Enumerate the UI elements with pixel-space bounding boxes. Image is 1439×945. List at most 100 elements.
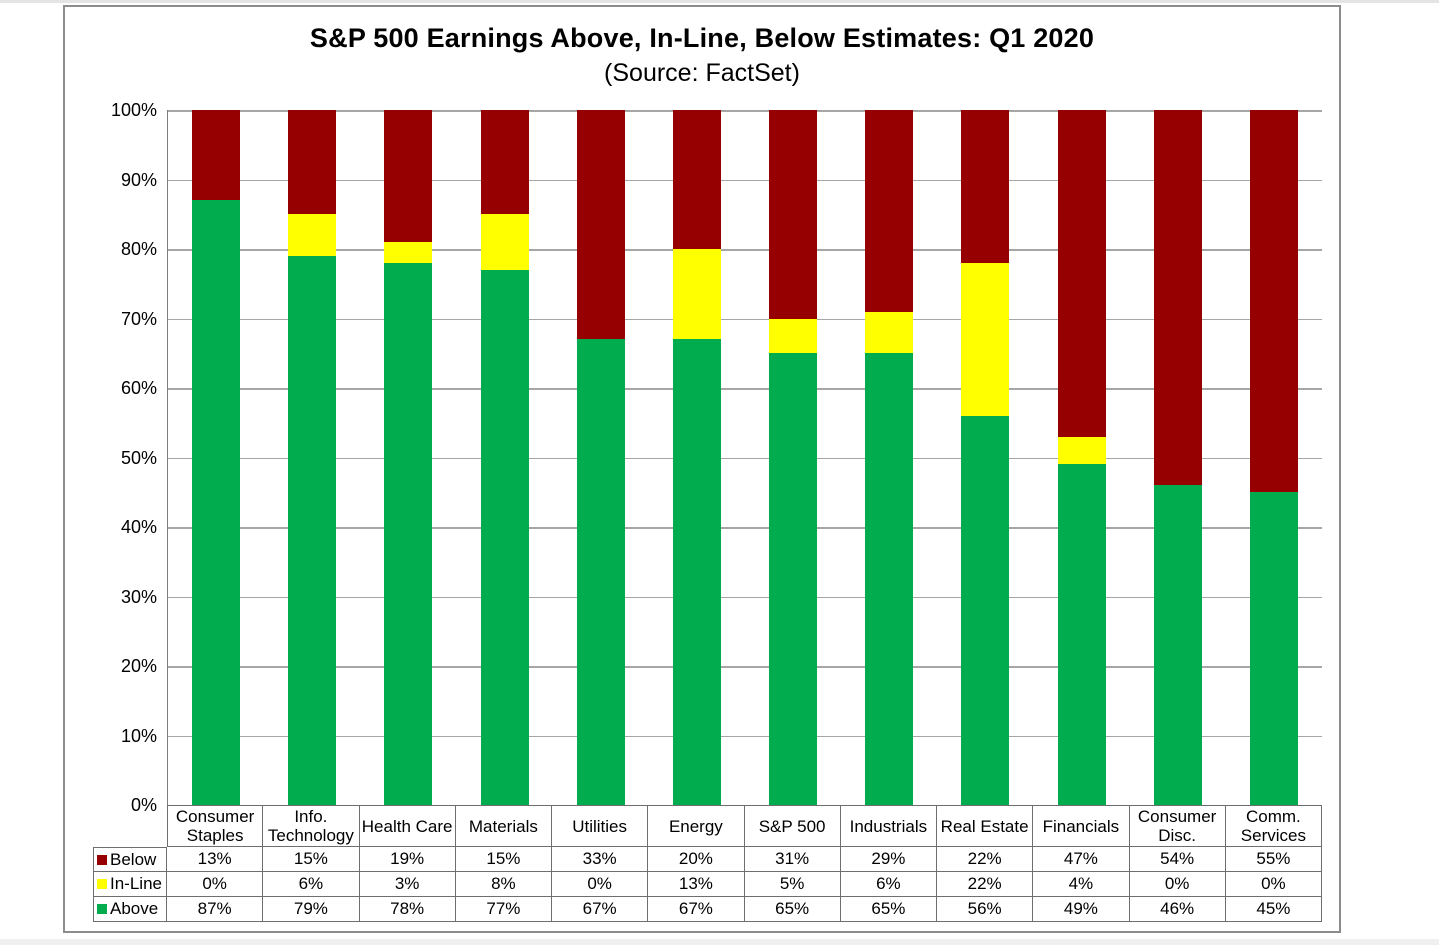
value-cell: 46% bbox=[1129, 897, 1226, 922]
value-cell: 45% bbox=[1225, 897, 1322, 922]
value-cell: 13% bbox=[167, 847, 264, 872]
y-tick-label: 90% bbox=[120, 169, 157, 190]
value-cell: 19% bbox=[359, 847, 456, 872]
bar-segment-in-line bbox=[288, 214, 337, 256]
gridline bbox=[168, 110, 1322, 112]
chart-container: S&P 500 Earnings Above, In-Line, Below E… bbox=[63, 5, 1341, 933]
bar-segment-above bbox=[1057, 464, 1106, 805]
bar-segment-in-line bbox=[961, 262, 1010, 416]
y-tick-label: 80% bbox=[120, 239, 157, 259]
bar-segment-above bbox=[865, 353, 914, 805]
category-header-cell: Financials bbox=[1033, 805, 1130, 847]
category-header-cell: Health Care bbox=[359, 805, 456, 847]
stacked-bar bbox=[288, 110, 337, 805]
bar-segment-in-line bbox=[384, 242, 433, 263]
legend-cell: Below bbox=[93, 847, 167, 872]
bar-segment-above bbox=[192, 200, 241, 805]
bar-segment-in-line bbox=[672, 249, 721, 340]
bar-group bbox=[1226, 110, 1322, 805]
stacked-bar bbox=[1249, 110, 1298, 805]
y-tick-label: 30% bbox=[120, 586, 157, 607]
gridline bbox=[168, 596, 1322, 599]
gridline bbox=[168, 457, 1322, 460]
legend-cell: In-Line bbox=[93, 872, 167, 897]
category-header-cell: Consumer Staples bbox=[167, 805, 264, 847]
value-cell: 6% bbox=[840, 872, 937, 897]
bar-segment-above bbox=[480, 269, 529, 805]
value-cell: 22% bbox=[937, 872, 1034, 897]
value-cell: 54% bbox=[1129, 847, 1226, 872]
legend-swatch bbox=[97, 879, 107, 889]
category-header-cell: Real Estate bbox=[937, 805, 1034, 847]
chart-title: S&P 500 Earnings Above, In-Line, Below E… bbox=[309, 23, 1095, 53]
y-tick-label: 60% bbox=[120, 378, 157, 398]
legend-label: In-Line bbox=[110, 874, 162, 893]
stacked-bar bbox=[1153, 110, 1202, 805]
stacked-bar bbox=[384, 110, 433, 805]
value-cell: 15% bbox=[455, 847, 552, 872]
bar-segment-above bbox=[1153, 485, 1202, 805]
category-header-cell: S&P 500 bbox=[744, 805, 841, 847]
bar-segment-below bbox=[192, 110, 241, 201]
stacked-bar bbox=[961, 110, 1010, 805]
stacked-bar bbox=[192, 110, 241, 805]
value-cell: 22% bbox=[937, 847, 1034, 872]
bar-segment-below bbox=[1153, 110, 1202, 486]
legend-swatch bbox=[97, 854, 107, 865]
bar-group bbox=[1130, 110, 1226, 805]
category-header-cell: Energy bbox=[648, 805, 745, 847]
legend-label: Below bbox=[110, 849, 157, 869]
value-cell: 4% bbox=[1033, 872, 1130, 897]
bar-segment-above bbox=[384, 262, 433, 805]
bar-segment-below bbox=[480, 110, 529, 215]
bar-segment-below bbox=[1057, 110, 1106, 437]
value-cell: 67% bbox=[552, 897, 649, 922]
legend-label: Above bbox=[110, 899, 159, 918]
y-tick-label: 100% bbox=[110, 100, 157, 120]
plot-area bbox=[167, 110, 1322, 805]
bar-segment-below bbox=[961, 110, 1010, 263]
value-cell: 49% bbox=[1033, 897, 1130, 922]
data-table: Consumer Staples Info. Technology Health C… bbox=[93, 805, 1322, 922]
bar-segment-in-line bbox=[480, 214, 529, 270]
category-header-cell: Comm. Services bbox=[1225, 805, 1322, 847]
window-bottom-edge bbox=[0, 939, 1439, 945]
legend-cell: Above bbox=[93, 897, 167, 922]
stacked-bar bbox=[672, 110, 721, 805]
gridline bbox=[168, 318, 1322, 321]
value-cell: 67% bbox=[648, 897, 745, 922]
value-cell: 78% bbox=[359, 897, 456, 922]
y-tick-label: 40% bbox=[120, 517, 157, 537]
bar-segment-below bbox=[576, 110, 625, 340]
bar-group bbox=[360, 110, 456, 805]
bar-segment-below bbox=[384, 110, 433, 243]
bar-group bbox=[264, 110, 360, 805]
bar-group bbox=[841, 110, 937, 805]
legend-swatch bbox=[97, 904, 107, 914]
value-cell: 0% bbox=[1225, 872, 1322, 897]
value-cell: 0% bbox=[552, 872, 649, 897]
y-tick-label: 50% bbox=[120, 447, 157, 468]
bar-segment-above bbox=[576, 339, 625, 805]
value-cell: 65% bbox=[744, 897, 841, 922]
bar-segment-in-line bbox=[769, 318, 818, 354]
bar-segment-in-line bbox=[865, 311, 914, 354]
bar-segment-above bbox=[769, 353, 818, 805]
bar-group bbox=[553, 110, 649, 805]
table-corner-cell bbox=[93, 805, 167, 847]
y-tick-label: 0% bbox=[130, 795, 157, 815]
value-cell: 6% bbox=[263, 872, 360, 897]
value-cell: 56% bbox=[937, 897, 1034, 922]
bar-group bbox=[649, 110, 745, 805]
value-cell: 77% bbox=[455, 897, 552, 922]
value-cell: 65% bbox=[840, 897, 937, 922]
bar-group bbox=[457, 110, 553, 805]
value-cell: 79% bbox=[263, 897, 360, 922]
stacked-bar bbox=[769, 110, 818, 805]
gridline bbox=[168, 666, 1322, 668]
bar-segment-above bbox=[1249, 492, 1298, 805]
value-cell: 29% bbox=[840, 847, 937, 872]
value-cell: 15% bbox=[263, 847, 360, 872]
window-top-edge bbox=[0, 0, 1439, 3]
y-tick-label: 10% bbox=[120, 725, 157, 746]
